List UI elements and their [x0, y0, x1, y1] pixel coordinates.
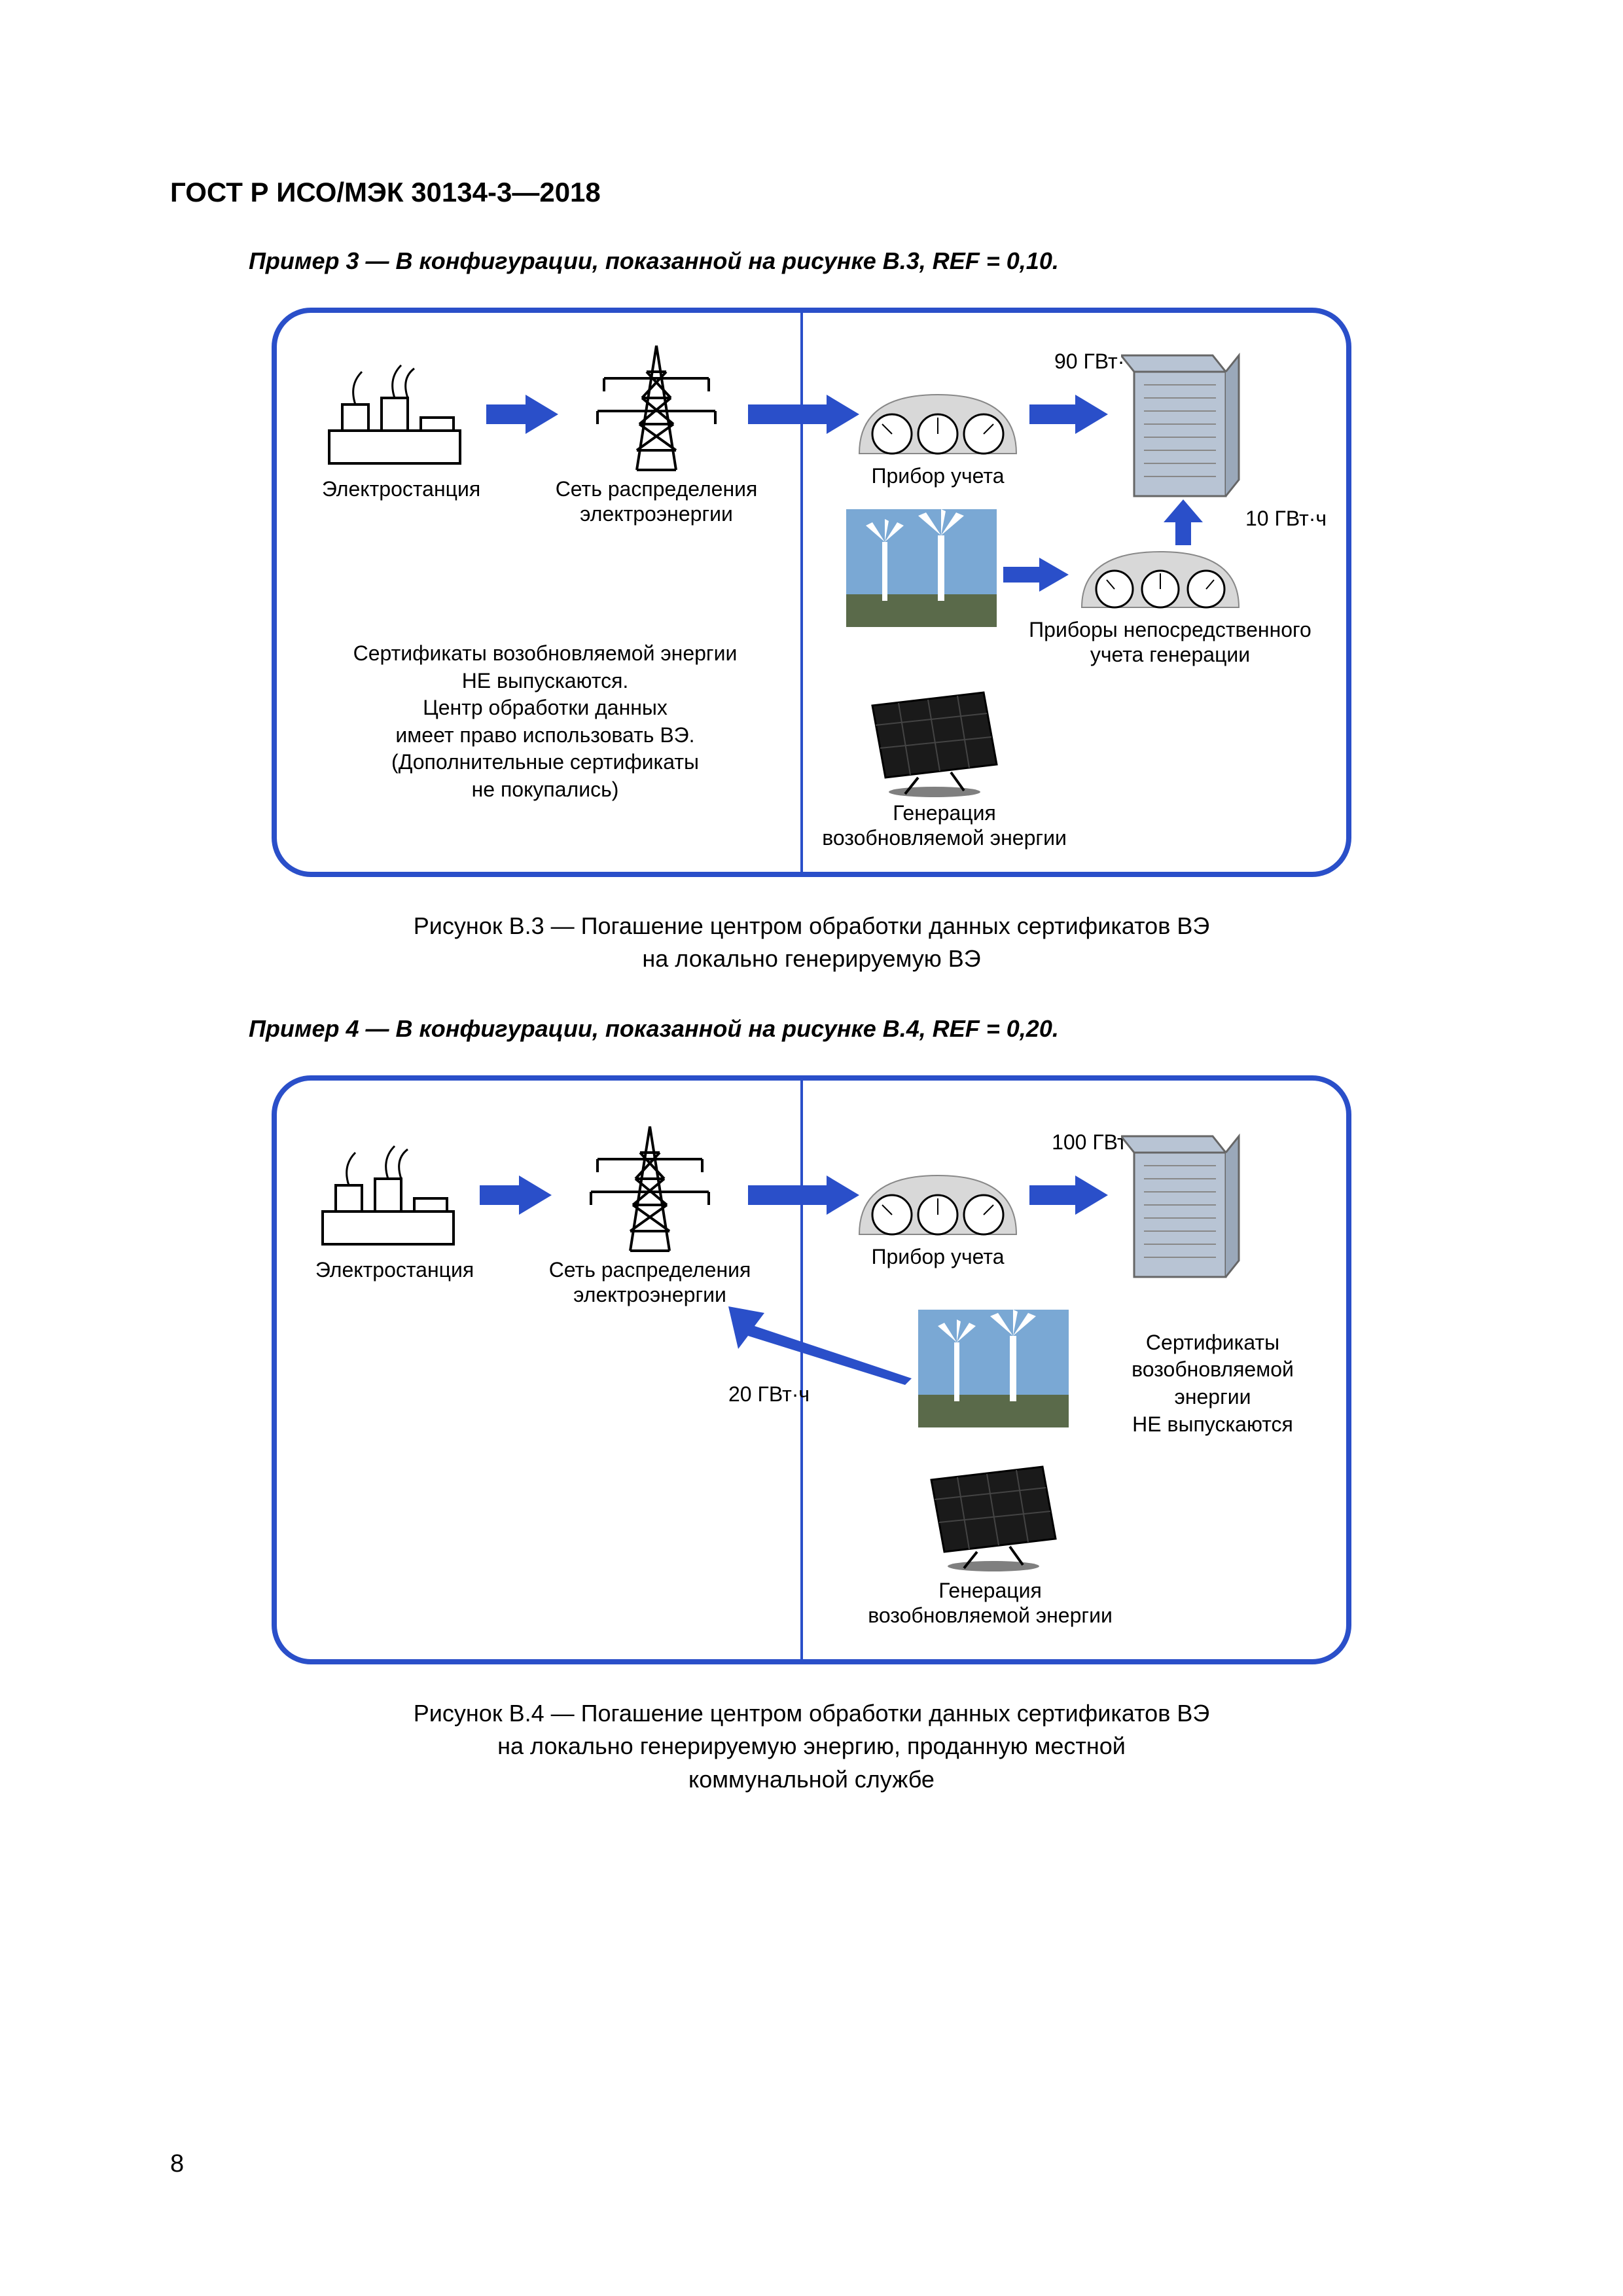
example4-label: Пример 4 — В конфигурации, показанной на…	[249, 1015, 1453, 1043]
note-line: возобновляемой	[1132, 1357, 1294, 1381]
arrow-icon	[1029, 1172, 1108, 1218]
power-plant-label: Электростанция	[316, 476, 486, 501]
diagram-b4: Электростанция Сеть распределения	[272, 1075, 1351, 1664]
figure-b4-caption: Рисунок В.4 — Погашение центром обработк…	[170, 1697, 1453, 1796]
renewable-gen-label: Генерация возобновляемой энергии	[813, 800, 1075, 851]
meter-label: Прибор учета	[853, 463, 1023, 488]
power-plant-icon	[323, 359, 473, 470]
diagram4-note: Сертификаты возобновляемой энергии НЕ вы…	[1115, 1329, 1311, 1438]
arrow-diagonal-icon	[728, 1306, 918, 1385]
arrow-icon	[1029, 391, 1108, 437]
meter-label: Прибор учета	[853, 1244, 1023, 1269]
arrow-icon	[1003, 555, 1069, 594]
note-line: не покупались)	[472, 778, 619, 801]
meter-icon	[853, 1156, 1023, 1241]
renewable-gen-l2: возобновляемой энергии	[822, 826, 1067, 850]
diagram-b3: Электростанция Сеть распред	[272, 308, 1351, 877]
datacenter-server-icon	[1121, 346, 1252, 503]
example3-label: Пример 3 — В конфигурации, показанной на…	[249, 247, 1453, 275]
arrow-icon	[480, 1172, 552, 1218]
power-plant-icon	[316, 1139, 467, 1251]
renewable-gen-l1: Генерация	[893, 801, 996, 825]
wind-turbine-icon	[918, 1310, 1069, 1427]
diagram3-note: Сертификаты возобновляемой энергии НЕ вы…	[316, 640, 774, 804]
caption-line: Рисунок В.3 — Погашение центром обработк…	[414, 912, 1209, 939]
arrow-icon	[486, 391, 558, 437]
page-number: 8	[170, 2150, 184, 2178]
note-line: НЕ выпускаются.	[462, 669, 629, 692]
direct-meter-label-l1: Приборы непосредственного	[1029, 618, 1311, 641]
grid-label: Сеть распределения электроэнергии	[532, 1257, 768, 1308]
direct-meter-label: Приборы непосредственного учета генераци…	[1020, 617, 1321, 668]
note-line: энергии	[1174, 1385, 1251, 1408]
note-line: НЕ выпускаются	[1132, 1412, 1293, 1436]
note-line: Сертификаты возобновляемой энергии	[353, 641, 738, 665]
caption-line: на локально генерируемую энергию, продан…	[497, 1732, 1126, 1759]
transmission-tower-icon	[565, 1120, 735, 1257]
transmission-tower-icon	[571, 339, 741, 476]
value-20gwh: 20 ГВт·ч	[728, 1382, 833, 1407]
renewable-gen-label: Генерация возобновляемой энергии	[846, 1578, 1134, 1628]
caption-line: Рисунок В.4 — Погашение центром обработк…	[414, 1700, 1209, 1727]
direct-meter-icon	[1075, 535, 1245, 614]
arrow-icon	[748, 1172, 859, 1218]
caption-line: на локально генерируемую ВЭ	[642, 945, 980, 972]
solar-panel-icon	[912, 1460, 1062, 1571]
grid-label-line2: электроэнергии	[580, 502, 733, 526]
renewable-gen-l1: Генерация	[938, 1579, 1042, 1602]
arrow-icon	[748, 391, 859, 437]
grid-label-line1: Сеть распределения	[549, 1258, 751, 1282]
renewable-gen-l2: возобновляемой энергии	[868, 1604, 1113, 1627]
caption-line: коммунальной службе	[688, 1766, 935, 1793]
standard-header: ГОСТ Р ИСО/МЭК 30134-3—2018	[170, 177, 1453, 208]
wind-turbine-icon	[846, 509, 997, 627]
grid-label-line2: электроэнергии	[573, 1283, 726, 1306]
note-line: имеет право использовать ВЭ.	[395, 723, 694, 747]
figure-b3-caption: Рисунок В.3 — Погашение центром обработк…	[170, 910, 1453, 976]
meter-icon	[853, 375, 1023, 460]
note-line: Сертификаты	[1146, 1331, 1279, 1354]
solar-panel-icon	[853, 686, 1003, 797]
arrow-up-icon	[1164, 499, 1203, 545]
grid-label: Сеть распределения электроэнергии	[539, 476, 774, 527]
datacenter-server-icon	[1121, 1126, 1252, 1283]
power-plant-label: Электростанция	[310, 1257, 480, 1282]
grid-label-line1: Сеть распределения	[556, 477, 758, 501]
value-10gwh: 10 ГВт·ч	[1245, 506, 1350, 531]
note-line: Центр обработки данных	[423, 696, 668, 719]
note-line: (Дополнительные сертификаты	[391, 750, 699, 774]
direct-meter-label-l2: учета генерации	[1090, 643, 1250, 666]
